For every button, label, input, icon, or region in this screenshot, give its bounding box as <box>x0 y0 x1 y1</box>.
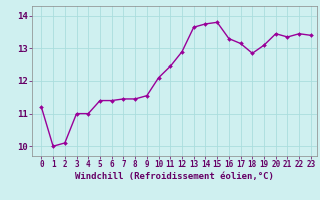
X-axis label: Windchill (Refroidissement éolien,°C): Windchill (Refroidissement éolien,°C) <box>75 172 274 181</box>
